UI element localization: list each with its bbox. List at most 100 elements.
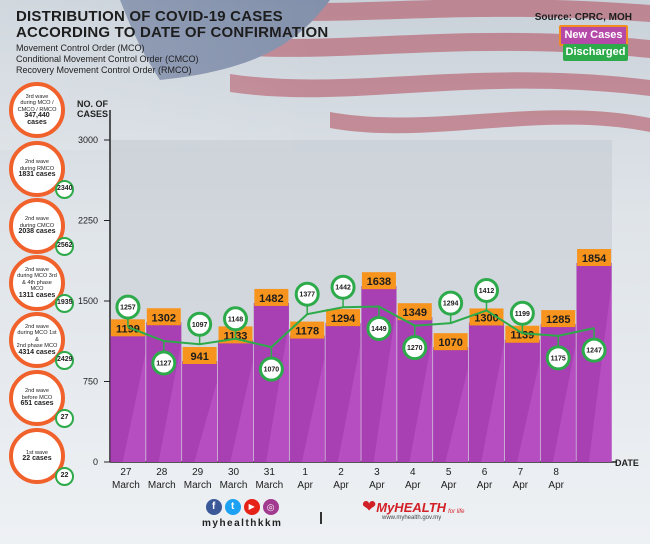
bar-value-label: 1294 (331, 313, 356, 325)
bar-shine (588, 283, 612, 462)
x-tick-day: 8 (553, 467, 559, 478)
bar-value-label: 1302 (152, 312, 176, 324)
discharged-marker (115, 294, 141, 320)
y-axis-label-line-1: NO. OF (77, 99, 109, 109)
wave-label: 2nd wave (25, 159, 49, 166)
wave-label: 1st wave (25, 449, 49, 456)
discharged-value-label: 1270 (407, 345, 423, 352)
bar-value-label: 1178 (295, 326, 319, 338)
source-label: Source: CPRC, MOH (534, 12, 632, 23)
x-tick-month: Apr (369, 480, 385, 491)
wave-discharged-badge: 22 (55, 467, 74, 486)
bar-shine (409, 337, 433, 462)
x-tick-day: 28 (156, 467, 168, 478)
wave-label: 2nd wave (25, 216, 49, 223)
wave-label: 2nd wave (25, 323, 49, 330)
discharged-value-label: 1247 (586, 348, 602, 355)
x-tick-day: 29 (192, 467, 204, 478)
discharged-value-label: 1097 (192, 322, 208, 329)
bar-shine (373, 306, 397, 462)
bar-label-box (146, 308, 181, 326)
x-tick-month: Apr (297, 480, 313, 491)
heart-icon: ❤ (362, 497, 377, 516)
wave-count: 347,440 cases (24, 112, 50, 126)
bar-new-cases (289, 335, 325, 462)
bar-label-box (290, 321, 325, 339)
bar-value-label: 941 (190, 351, 208, 363)
youtube-icon[interactable]: ▶ (243, 499, 260, 515)
discharged-marker (438, 290, 464, 316)
facebook-icon[interactable]: f (205, 499, 222, 515)
footer-divider (320, 512, 322, 524)
wave-label: before MCO (21, 394, 53, 401)
discharged-marker (509, 300, 535, 326)
bar-value-label: 1285 (546, 314, 570, 326)
x-tick-month: March (112, 480, 140, 491)
discharged-marker (330, 274, 356, 300)
x-tick-day: 2 (338, 467, 344, 478)
wave-label: 2nd wave (25, 388, 49, 395)
discharged-marker (258, 356, 284, 382)
bar-label-box (541, 310, 576, 328)
social-links: f t ▶ ◎ myhealthkkm (202, 499, 282, 529)
discharged-value-label: 1377 (299, 292, 315, 299)
bar-label-box (254, 288, 289, 306)
y-tick-label: 0 (93, 457, 98, 467)
logo-url[interactable]: www.myhealth.gov.my (382, 515, 442, 521)
x-tick-month: March (184, 480, 212, 491)
x-axis-label: DATE (615, 458, 639, 468)
x-tick-month: March (255, 480, 283, 491)
discharged-value-label: 1412 (479, 288, 495, 295)
x-tick-month: Apr (405, 480, 421, 491)
y-tick-label: 3000 (78, 135, 98, 145)
x-tick-day: 5 (446, 467, 452, 478)
discharged-marker (294, 281, 320, 307)
y-tick-label: 2250 (78, 216, 98, 226)
wave-count: 4314 cases (18, 348, 56, 356)
x-tick-month: Apr (333, 480, 349, 491)
wave-label: during RMCO (19, 165, 55, 172)
instagram-icon[interactable]: ◎ (262, 499, 279, 515)
bar-shine (158, 342, 182, 462)
legend-discharged: Discharged (563, 44, 628, 61)
discharged-marker (223, 306, 248, 332)
logo-text: MyHEALTH (376, 500, 447, 515)
title-line-2: ACCORDING TO DATE OF CONFIRMATION (16, 24, 329, 41)
x-tick-day: 4 (410, 467, 416, 478)
x-tick-day: 7 (518, 467, 524, 478)
y-axis-label-line-2: CASES (77, 109, 108, 119)
subtitle-rmco: Recovery Movement Control Order (RMCO) (16, 65, 192, 75)
discharged-marker (187, 311, 213, 337)
bar-shine (122, 353, 146, 462)
bar-new-cases (110, 333, 146, 462)
wave-circle-0: 3rd wave during MCO / CMCO / RMCO 347,440 c… (9, 82, 65, 138)
wave-label: 2nd wave (25, 266, 49, 273)
discharged-marker (402, 335, 428, 361)
bar-shine (445, 367, 469, 462)
discharged-marker (151, 350, 177, 376)
bar-label-box (326, 309, 361, 327)
bar-shine (266, 322, 289, 462)
discharged-marker (581, 337, 607, 363)
bar-value-label: 1070 (438, 337, 462, 349)
bar-value-label: 1199 (116, 323, 140, 335)
discharged-marker (545, 345, 571, 371)
bar-new-cases (504, 339, 540, 462)
discharged-marker (474, 277, 499, 303)
myhealth-logo: ❤ MyHEALTH for life www.myhealth.gov.my (362, 498, 464, 521)
bar-new-cases (468, 322, 505, 462)
social-handle[interactable]: myhealthkkm (202, 518, 283, 529)
x-tick-day: 31 (264, 467, 276, 478)
wave-count: 2038 cases (18, 228, 56, 236)
discharged-value-label: 1257 (120, 305, 136, 312)
wave-discharged-badge: 2340 (55, 180, 74, 199)
discharged-value-label: 1148 (228, 316, 243, 323)
twitter-icon[interactable]: t (224, 499, 241, 515)
discharged-value-label: 1199 (515, 311, 530, 318)
discharged-value-label: 1294 (443, 301, 459, 308)
wave-label: 2nd phase MCO (16, 343, 58, 350)
bar-shine (517, 359, 540, 462)
wave-label: CMCO / RMCO (17, 106, 57, 113)
wave-label: & 4th phase MCO (22, 279, 52, 293)
